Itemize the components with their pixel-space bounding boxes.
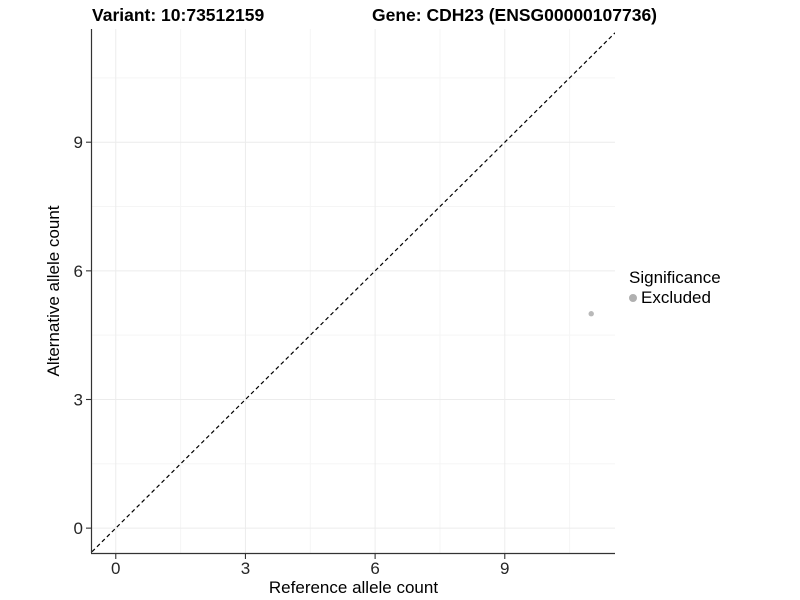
x-tick-label: 0: [111, 559, 120, 578]
y-tick-label: 3: [74, 390, 83, 409]
x-axis-title: Reference allele count: [268, 578, 439, 597]
x-tick-label: 6: [370, 559, 379, 578]
legend-entry-label: Excluded: [641, 288, 711, 307]
plot-title-gene: Gene: CDH23 (ENSG00000107736): [372, 5, 658, 25]
data-point: [588, 311, 594, 317]
legend: Significance Excluded: [629, 268, 721, 307]
legend-entry-excluded: Excluded: [629, 289, 721, 307]
legend-title: Significance: [629, 268, 721, 287]
x-tick-label: 3: [241, 559, 250, 578]
x-tick-label: 9: [500, 559, 509, 578]
y-axis-title: Alternative allele count: [44, 205, 63, 377]
y-tick-label: 6: [74, 262, 83, 281]
identity-reference-line: [92, 32, 615, 553]
y-tick-label: 0: [74, 519, 83, 538]
plot-title-variant: Variant: 10:73512159: [92, 5, 265, 25]
legend-key-dot-icon: [629, 294, 637, 302]
y-tick-label: 9: [74, 133, 83, 152]
